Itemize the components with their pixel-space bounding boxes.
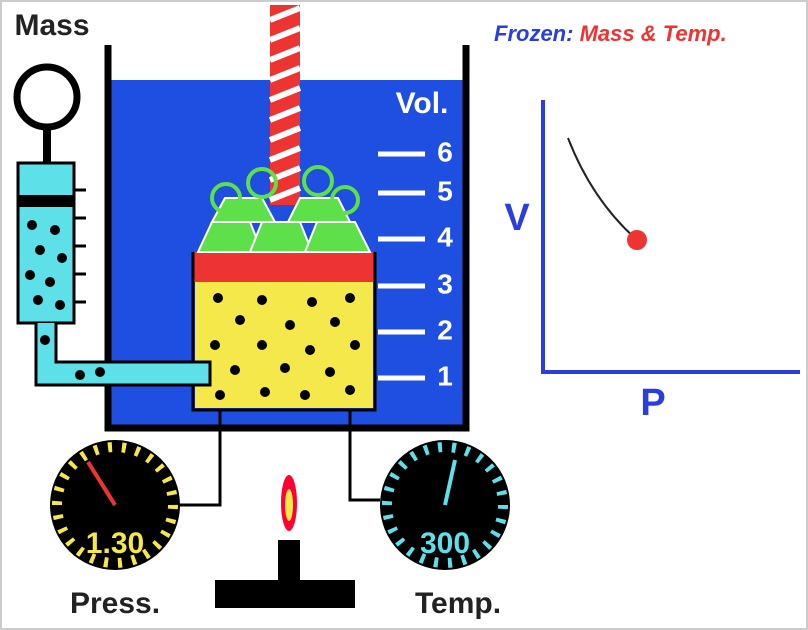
molecule	[285, 320, 295, 330]
scale-label: 3	[437, 268, 453, 299]
molecule	[75, 370, 85, 380]
syringe-plunger	[18, 195, 74, 207]
molecule	[350, 340, 360, 350]
molecule	[280, 363, 290, 373]
graph-axes	[541, 100, 800, 374]
y-axis-label: V	[504, 197, 530, 239]
scale-label: 1	[437, 360, 453, 391]
molecule	[25, 270, 35, 280]
x-axis-label: P	[640, 382, 665, 424]
molecule	[40, 335, 50, 345]
temperature-value: 300	[420, 527, 470, 560]
pressure-gauge: 1.30	[50, 440, 180, 570]
molecule	[307, 297, 317, 307]
temperature-needle	[443, 459, 457, 506]
molecule	[345, 293, 355, 303]
scale-label: 4	[437, 221, 453, 252]
molecule	[50, 225, 60, 235]
temperature-ticks	[382, 442, 508, 568]
weight	[303, 221, 372, 253]
ring	[302, 165, 334, 197]
molecules	[210, 293, 360, 400]
temperature-label: Temp.	[415, 587, 501, 620]
scale-label: 6	[437, 136, 453, 167]
rod-stripes	[268, 5, 302, 203]
ring	[210, 182, 242, 214]
pressure-ticks	[52, 442, 178, 568]
syringe	[16, 161, 76, 325]
bath-wall	[104, 45, 470, 432]
weight	[248, 221, 314, 253]
molecule	[305, 345, 315, 355]
burner-base	[215, 580, 355, 608]
burner-stem	[278, 540, 300, 582]
molecule	[33, 295, 43, 305]
ring	[330, 185, 360, 215]
pressure-value: 1.30	[86, 527, 144, 560]
scale-label: 5	[437, 175, 453, 206]
burner	[215, 475, 355, 608]
weight	[286, 197, 352, 223]
syringe-molecules	[25, 220, 105, 380]
molecule	[215, 390, 225, 400]
pv-curve	[567, 137, 638, 241]
molecule	[213, 293, 223, 303]
molecule	[330, 317, 340, 327]
piston	[193, 252, 375, 282]
mass-label: Mass	[14, 9, 89, 42]
cylinder	[191, 165, 377, 412]
molecule	[35, 245, 45, 255]
mass-gauge	[13, 63, 212, 387]
mass-dial	[13, 63, 81, 131]
state-point	[627, 230, 647, 250]
pressure-label: Press.	[70, 587, 160, 620]
molecule	[300, 390, 310, 400]
molecule	[27, 220, 37, 230]
syringe-ticks	[74, 188, 86, 304]
molecule	[230, 365, 240, 375]
rings	[210, 165, 360, 215]
frozen-status: Frozen: Mass & Temp.	[494, 21, 727, 46]
molecule	[95, 367, 105, 377]
molecule	[325, 367, 335, 377]
temperature-gauge: 300	[380, 440, 510, 570]
tube	[34, 323, 212, 387]
molecule	[210, 340, 220, 350]
scale-label: 2	[437, 314, 453, 345]
molecule	[257, 295, 267, 305]
rod	[268, 5, 302, 205]
pv-graph: V P	[504, 100, 800, 424]
molecule	[55, 300, 65, 310]
wires	[180, 410, 380, 507]
molecule	[257, 340, 267, 350]
mass-stem	[43, 127, 51, 165]
gas	[195, 282, 373, 408]
volume-scale: 6 5 4 3 2 1	[378, 136, 453, 391]
pressure-needle	[86, 460, 117, 507]
frozen-items: Mass & Temp.	[580, 21, 727, 46]
molecule	[260, 387, 270, 397]
flame-core	[285, 489, 293, 521]
molecule	[235, 315, 245, 325]
molecule	[57, 253, 67, 263]
frozen-label: Frozen:	[494, 21, 573, 46]
volume-label: Vol.	[396, 87, 449, 120]
cylinder-wall	[191, 252, 377, 412]
weights	[196, 197, 372, 253]
ring	[246, 167, 278, 199]
molecule	[345, 385, 355, 395]
molecule	[45, 277, 55, 287]
